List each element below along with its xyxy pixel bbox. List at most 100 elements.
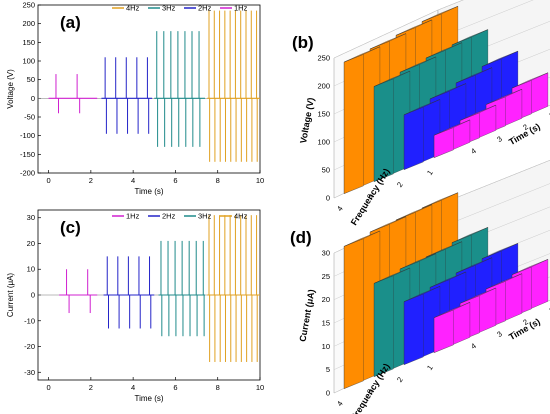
bar-series-1hz bbox=[433, 72, 549, 158]
z-tick-label: 0 bbox=[326, 389, 330, 398]
legend-label-4hz: 4Hz bbox=[234, 212, 248, 221]
y-tick-label: -150 bbox=[20, 150, 35, 159]
time-tick-label: 3 bbox=[495, 329, 504, 339]
z-tick-label: 0 bbox=[326, 194, 330, 203]
z-tick-label: 150 bbox=[317, 110, 330, 119]
legend: 1Hz 2Hz 3Hz 4Hz bbox=[112, 212, 248, 221]
series-3hz-trace bbox=[158, 240, 206, 337]
legend-label-3hz: 3Hz bbox=[198, 212, 212, 221]
bar bbox=[343, 230, 381, 389]
y-axis-title: Current (μA) bbox=[6, 273, 15, 318]
y-tick-label: 30 bbox=[27, 213, 35, 222]
z-tick-label: 30 bbox=[322, 249, 330, 258]
frequency-tick-label: 3 bbox=[365, 192, 375, 201]
bar-top-face bbox=[404, 99, 440, 115]
bar bbox=[373, 70, 411, 182]
series-4hz-trace bbox=[207, 10, 260, 162]
bar-top-face bbox=[422, 192, 458, 209]
bar-top-face bbox=[456, 67, 492, 84]
y-tick-label: 20 bbox=[27, 239, 35, 248]
y-tick-label: 0 bbox=[31, 94, 35, 103]
y-tick-label: 10 bbox=[27, 265, 35, 274]
x-tick-label: 2 bbox=[89, 176, 93, 185]
legend-label-2hz: 2Hz bbox=[198, 4, 212, 13]
legend: 4Hz 3Hz 2Hz 1Hz bbox=[112, 4, 248, 13]
grid-line bbox=[437, 0, 464, 11]
panel-label: (b) bbox=[292, 33, 314, 52]
x-tick-label: 6 bbox=[173, 176, 177, 185]
time-tick-label: 2 bbox=[521, 317, 530, 327]
bar-top-face bbox=[374, 267, 410, 284]
bar bbox=[403, 286, 441, 365]
bar-top-face bbox=[486, 89, 522, 105]
y-tick-label: -100 bbox=[20, 131, 35, 140]
bar-top-face bbox=[512, 72, 548, 89]
bar-side-face bbox=[373, 275, 394, 377]
bar-side-face bbox=[343, 54, 364, 194]
frequency-tick-label: 3 bbox=[365, 387, 375, 396]
panel-label: (c) bbox=[60, 218, 81, 237]
panel-label: (a) bbox=[60, 13, 81, 32]
series-1hz-trace bbox=[59, 269, 98, 314]
frequency-tick-label: 1 bbox=[425, 168, 435, 177]
x-tick-label: 8 bbox=[216, 176, 220, 185]
x-tick-label: 4 bbox=[131, 176, 135, 185]
z-tick-label: 100 bbox=[317, 138, 330, 147]
y-tick-label: -30 bbox=[24, 368, 35, 377]
z-axis-title: Voltage (V) bbox=[298, 97, 316, 144]
y-tick-label: -200 bbox=[20, 169, 35, 178]
z-tick-label: 250 bbox=[317, 54, 330, 63]
z-tick-label: 15 bbox=[322, 319, 330, 328]
y-axis-title: Voltage (V) bbox=[6, 69, 15, 109]
bar-side-face bbox=[373, 78, 394, 182]
y-tick-label: -50 bbox=[24, 113, 35, 122]
bar-top-face bbox=[430, 271, 466, 288]
series-4hz-trace bbox=[207, 215, 260, 362]
z-tick-label: 5 bbox=[326, 365, 330, 374]
bar-top-face bbox=[456, 257, 492, 274]
time-tick-label: 4 bbox=[469, 341, 478, 351]
bar-top-face bbox=[400, 56, 436, 73]
frequency-tick-label: 2 bbox=[395, 180, 405, 189]
x-tick-label: 0 bbox=[46, 176, 50, 185]
bar bbox=[403, 99, 441, 170]
time-tick-label: 2 bbox=[521, 122, 530, 132]
z-axis-title: Current (μA) bbox=[298, 289, 317, 343]
y-tick-label: 200 bbox=[22, 19, 35, 28]
y-tick-label: 150 bbox=[22, 38, 35, 47]
bar-top-face bbox=[460, 104, 496, 121]
y-tick-label: -10 bbox=[24, 316, 35, 325]
series-3hz-trace bbox=[154, 31, 206, 147]
time-tick-label: 4 bbox=[469, 146, 478, 156]
x-tick-label: 10 bbox=[256, 176, 264, 185]
x-tick-label: 6 bbox=[173, 383, 177, 392]
bar bbox=[433, 119, 471, 158]
series-1hz-trace bbox=[48, 74, 98, 114]
x-axis-title: Time (s) bbox=[134, 394, 163, 403]
bar-top-face bbox=[512, 259, 548, 275]
bar-top-face bbox=[486, 273, 522, 290]
x-tick-label: 10 bbox=[256, 383, 264, 392]
x-tick-label: 0 bbox=[46, 383, 50, 392]
panel-c-current-time-plot: -30 -20 -10 0 10 20 30 0 2 4 6 8 10 Time (s) Current (… bbox=[6, 209, 264, 403]
bar bbox=[433, 302, 471, 353]
y-tick-label: 100 bbox=[22, 57, 35, 66]
bar-top-face bbox=[400, 253, 436, 270]
bar-side-face bbox=[403, 106, 424, 170]
x-tick-label: 4 bbox=[131, 383, 135, 392]
bar-top-face bbox=[370, 216, 406, 233]
bar-top-face bbox=[344, 46, 380, 63]
y-tick-label: 0 bbox=[31, 291, 35, 300]
frequency-tick-label: 2 bbox=[395, 375, 405, 384]
bar-top-face bbox=[426, 42, 462, 59]
time-tick-label: 1 bbox=[547, 305, 550, 315]
y-tick-label: 50 bbox=[27, 75, 35, 84]
frequency-tick-label: 4 bbox=[335, 399, 345, 408]
bar-top-face bbox=[404, 286, 440, 302]
grid-line bbox=[333, 9, 439, 59]
plot-frame bbox=[37, 4, 261, 174]
x-axis-title: Time (s) bbox=[134, 187, 163, 196]
y-tick-label: -20 bbox=[24, 342, 35, 351]
bar bbox=[343, 46, 381, 194]
panel-label: (d) bbox=[290, 228, 312, 247]
